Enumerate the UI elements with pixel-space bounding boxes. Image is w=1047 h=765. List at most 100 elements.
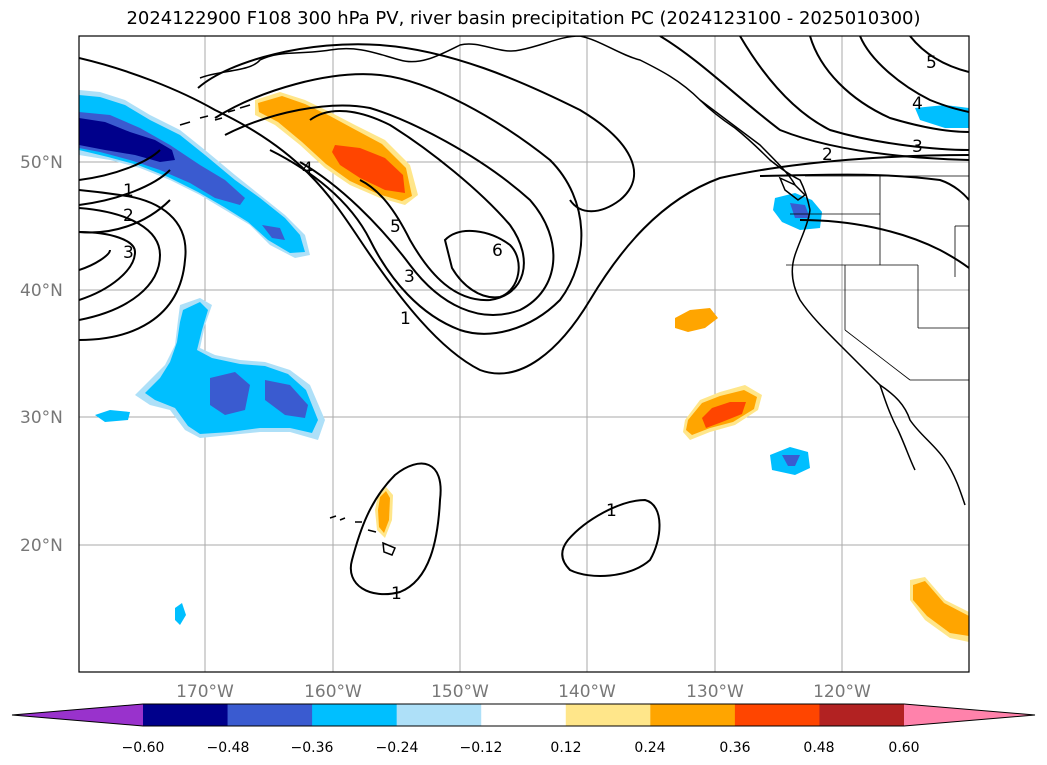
- contour-label: 3: [123, 243, 134, 263]
- contour-label: 6: [492, 241, 503, 261]
- colorbar-segment: [396, 704, 482, 726]
- pos-region-southeast-orange: [913, 581, 969, 636]
- colorbar-segment: [312, 704, 398, 726]
- colorbar-segment: [819, 704, 905, 726]
- lon-label-140w: 140°W: [558, 682, 616, 702]
- pv-contours: [79, 36, 969, 596]
- colorbar-ticks: −0.60 −0.48 −0.36 −0.24 −0.12 0.12 0.24 …: [122, 740, 920, 756]
- lat-label-50n: 50°N: [20, 153, 63, 173]
- contour-pv-1-left: [79, 189, 187, 341]
- positive-shading: [255, 92, 969, 642]
- negative-shading: [79, 90, 969, 625]
- colorbar-tick: 0.12: [550, 740, 581, 756]
- neg-region-east-top: [915, 105, 969, 128]
- colorbar-tick: −0.12: [460, 740, 503, 756]
- colorbar-tick: −0.60: [122, 740, 165, 756]
- aleutians: [179, 104, 251, 126]
- contour-label: 3: [404, 267, 415, 287]
- lat-label-40n: 40°N: [20, 281, 63, 301]
- contour-upper-loop: [197, 43, 636, 213]
- colorbar-outline: [11, 703, 1036, 727]
- neg-region-southeast-mid: [782, 455, 800, 466]
- contour-label: 1: [391, 584, 402, 604]
- colorbar-tick: −0.48: [207, 740, 250, 756]
- contour-right-4: [859, 36, 969, 113]
- longitude-labels: 170°W 160°W 150°W 140°W 130°W 120°W: [176, 682, 871, 702]
- contour-label: 2: [123, 206, 134, 226]
- contour-right-upper: [659, 36, 969, 161]
- map-frame: [78, 35, 970, 673]
- contour-label: 1: [400, 309, 411, 329]
- state-borders: [786, 175, 969, 381]
- coastlines: [179, 36, 966, 556]
- pos-region-north-red: [332, 145, 405, 193]
- lon-label-170w: 170°W: [176, 682, 234, 702]
- contour-label: 5: [390, 217, 401, 237]
- contour-right-3: [809, 36, 969, 133]
- contour-label: 4: [302, 159, 313, 179]
- contour-label: 2: [822, 145, 833, 165]
- contour-right-bottom: [799, 219, 969, 269]
- lat-label-30n: 30°N: [20, 408, 63, 428]
- colorbar-tick: 0.48: [803, 740, 834, 756]
- neg-region-northwest-spot: [262, 225, 285, 240]
- contour-pv-1-upper: [79, 149, 161, 181]
- colorbar-segment: [565, 704, 651, 726]
- contour-label: 4: [912, 94, 923, 114]
- contour-middle-loop: [214, 73, 583, 335]
- contour-right-2: [739, 36, 969, 151]
- contour-pv-6: [443, 229, 520, 299]
- alaska-coast: [199, 36, 796, 186]
- colorbar: [11, 703, 1036, 727]
- neg-region-northwest-strong: [79, 118, 175, 162]
- lon-label-160w: 160°W: [304, 682, 362, 702]
- lat-label-20n: 20°N: [20, 536, 63, 556]
- contour-right-lower: [759, 173, 969, 201]
- contour-label: 3: [912, 137, 923, 157]
- hawaii-islands: [329, 515, 396, 556]
- lon-label-150w: 150°W: [431, 682, 489, 702]
- neg-region-central-mid-a: [210, 372, 250, 415]
- contour-pv-2-left: [79, 207, 162, 321]
- contour-labels: 1 2 3 4 5 3 1 6 2 3 4 5 1 1: [123, 53, 937, 604]
- latitude-labels: 50°N 40°N 30°N 20°N: [20, 153, 63, 556]
- contour-pv-3-left: [79, 231, 137, 301]
- colorbar-segment: [650, 704, 736, 726]
- contour-right-5: [909, 36, 969, 73]
- colorbar-tick: −0.36: [291, 740, 334, 756]
- pos-region-hawaii-orange: [378, 491, 390, 533]
- colorbar-extend-max: [904, 704, 1035, 726]
- contour-label: 5: [926, 53, 937, 73]
- baja-peninsula: [879, 384, 916, 471]
- colorbar-tick: −0.24: [376, 740, 419, 756]
- contour-left-outer: [79, 57, 969, 375]
- pos-region-mid-large-red: [702, 402, 746, 428]
- contour-hawaii-loop: [349, 462, 442, 596]
- colorbar-tick: 0.36: [719, 740, 750, 756]
- contour-pv-4-left: [79, 249, 111, 271]
- contour-label: 1: [123, 181, 134, 201]
- contour-pv-5: [309, 109, 525, 302]
- neg-region-west-small: [95, 410, 130, 422]
- colorbar-tick: 0.24: [634, 740, 665, 756]
- neg-region-central-mid-b: [265, 380, 308, 418]
- colorbar-segment: [481, 704, 567, 726]
- colorbar-segment: [143, 704, 229, 726]
- us-west-coast: [791, 209, 966, 506]
- lon-label-130w: 130°W: [686, 682, 744, 702]
- colorbar-tick: 0.60: [888, 740, 919, 756]
- colorbar-extend-min: [12, 704, 143, 726]
- map-title: 2024122900 F108 300 hPa PV, river basin …: [126, 8, 921, 29]
- contour-pv-4: [224, 104, 555, 316]
- pos-region-mid-small: [675, 308, 718, 332]
- bc-coast: [699, 99, 811, 211]
- contour-east-loop: [561, 498, 661, 577]
- colorbar-segment: [227, 704, 313, 726]
- contour-label: 1: [606, 501, 617, 521]
- vancouver-island: [778, 176, 807, 201]
- lon-label-120w: 120°W: [813, 682, 871, 702]
- contour-pv-2-upper: [79, 169, 171, 206]
- neg-region-south-small: [175, 603, 186, 625]
- colorbar-segment: [734, 704, 820, 726]
